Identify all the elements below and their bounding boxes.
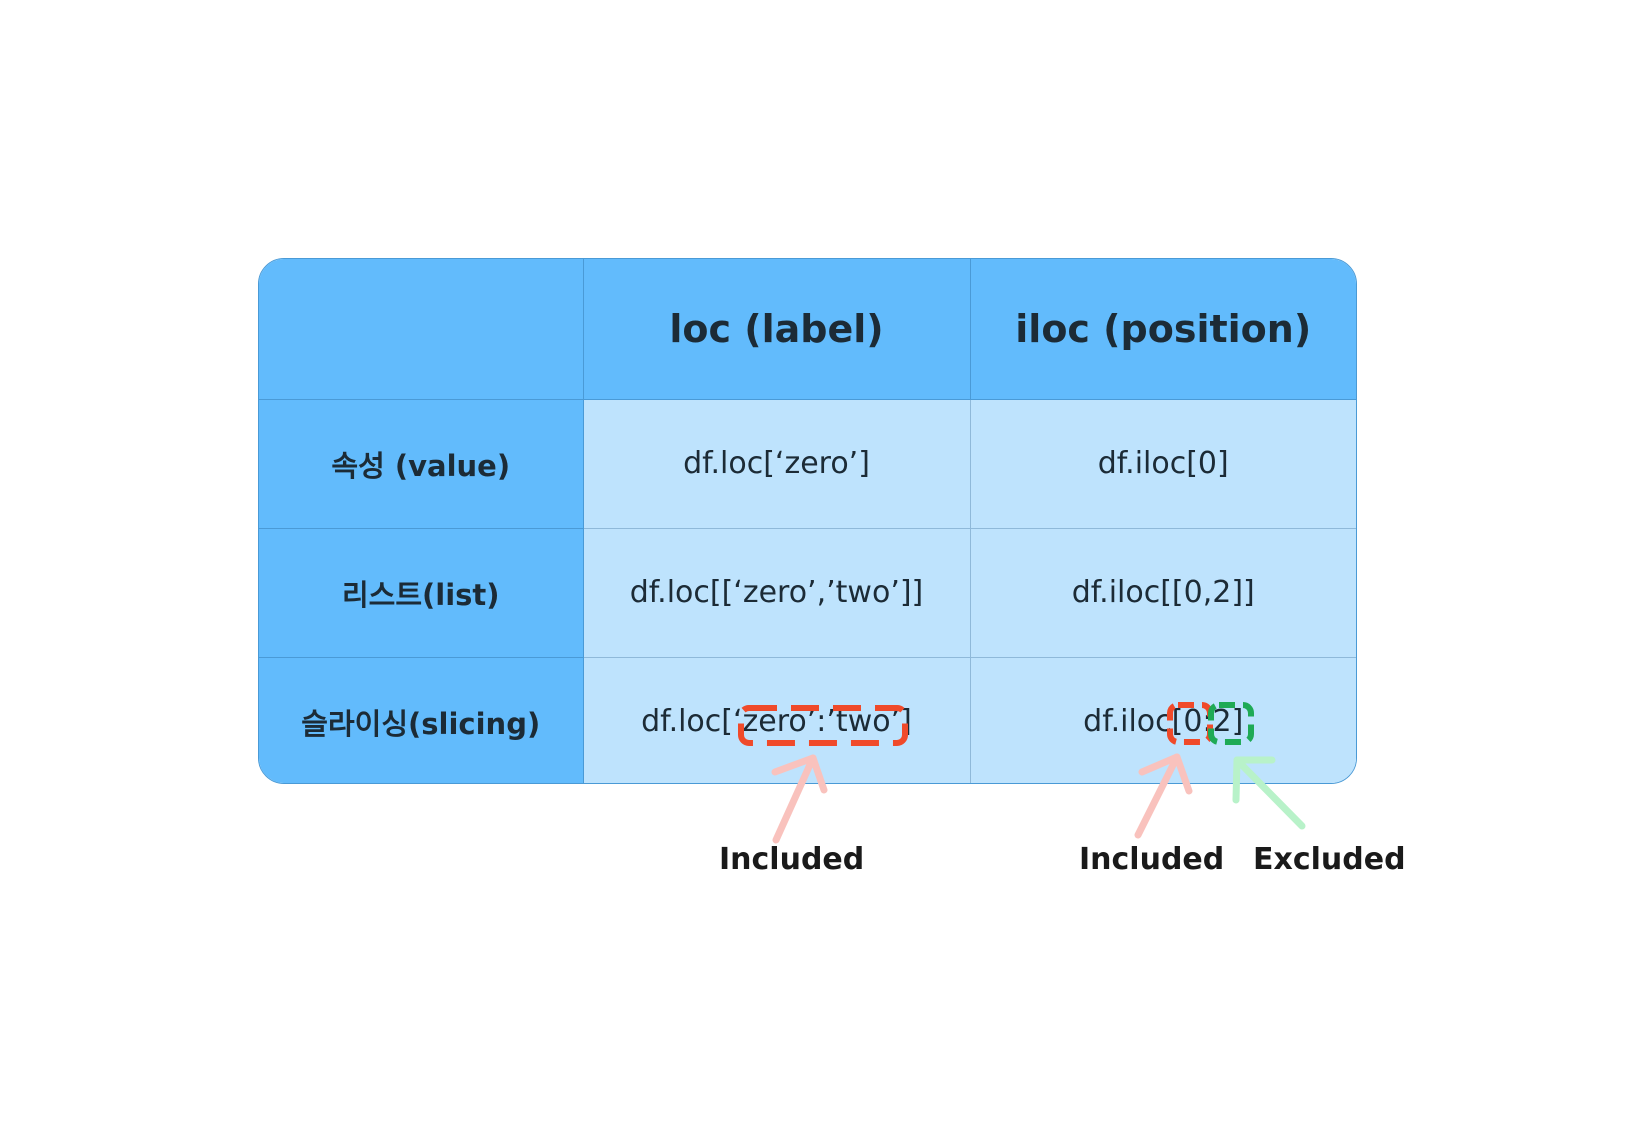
iloc-header: iloc (position) [969, 259, 1356, 400]
comparison-table: loc (label) iloc (position) 속성 (value) d… [258, 258, 1357, 784]
iloc-excluded-label: Excluded [1253, 842, 1406, 877]
header-row: loc (label) iloc (position) [259, 259, 1356, 400]
list-row: 리스트(list) df.loc[[‘zero’,’two’]] df.iloc… [259, 527, 1356, 658]
value-row: 속성 (value) df.loc[‘zero’] df.iloc[0] [259, 398, 1356, 529]
loc-included-label: Included [719, 842, 865, 877]
loc-list-cell: df.loc[[‘zero’,’two’]] [582, 527, 971, 658]
loc-value-cell: df.loc[‘zero’] [582, 398, 971, 529]
iloc-slicing-cell: df.iloc[0:2] [969, 656, 1356, 783]
loc-iloc-table: loc (label) iloc (position) 속성 (value) d… [259, 259, 1356, 783]
row-label-value: 속성 (value) [259, 398, 584, 529]
iloc-list-cell: df.iloc[[0,2]] [969, 527, 1356, 658]
row-label-list: 리스트(list) [259, 527, 584, 658]
iloc-included-label: Included [1079, 842, 1225, 877]
loc-slicing-cell: df.loc[‘zero’:’two’] [582, 656, 971, 783]
row-label-slicing: 슬라이싱(slicing) [259, 656, 584, 783]
corner-cell [259, 259, 584, 400]
slicing-row: 슬라이싱(slicing) df.loc[‘zero’:’two’] df.il… [259, 656, 1356, 783]
loc-header: loc (label) [582, 259, 971, 400]
iloc-value-cell: df.iloc[0] [969, 398, 1356, 529]
